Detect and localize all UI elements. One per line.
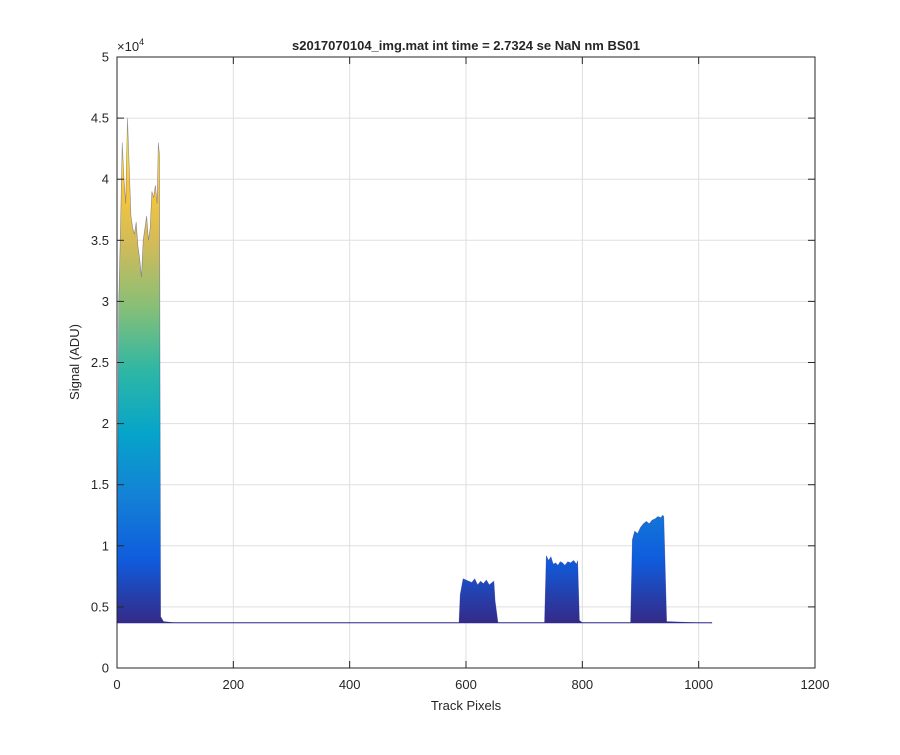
y-tick-labels: 0 0.5 1 1.5 2 2.5 3 3.5 4 4.5 5	[91, 50, 109, 676]
y-tick-label: 4	[102, 172, 109, 187]
y-tick-label: 3	[102, 294, 109, 309]
signal-edge-line	[116, 118, 713, 624]
y-tick-label: 1	[102, 538, 109, 553]
y-tick-label: 0	[102, 661, 109, 676]
x-tick-label: 200	[222, 677, 244, 692]
y-tick-label: 3.5	[91, 233, 109, 248]
data-layer	[116, 118, 713, 624]
y-axis-label: Signal (ADU)	[67, 324, 82, 400]
axes	[116, 56, 816, 669]
x-tick-label: 800	[571, 677, 593, 692]
x-tick-label: 1200	[801, 677, 830, 692]
chart-title: s2017070104_img.mat int time = 2.7324 se…	[292, 38, 640, 53]
x-tick-labels: 0 200 400 600 800 1000 1200	[113, 677, 829, 692]
x-tick-label: 0	[113, 677, 120, 692]
signal-area	[117, 118, 713, 624]
x-tick-label: 600	[455, 677, 477, 692]
y-tick-label: 2.5	[91, 355, 109, 370]
x-axis-label: Track Pixels	[431, 698, 502, 713]
y-tick-label: 0.5	[91, 599, 109, 614]
x-tick-label: 1000	[684, 677, 713, 692]
y-tick-label: 4.5	[91, 111, 109, 126]
y-exponent-label: ×104	[117, 37, 144, 54]
y-tick-label: 5	[102, 50, 109, 65]
y-tick-label: 1.5	[91, 477, 109, 492]
y-tick-label: 2	[102, 416, 109, 431]
grid	[117, 57, 815, 668]
x-tick-label: 400	[339, 677, 361, 692]
